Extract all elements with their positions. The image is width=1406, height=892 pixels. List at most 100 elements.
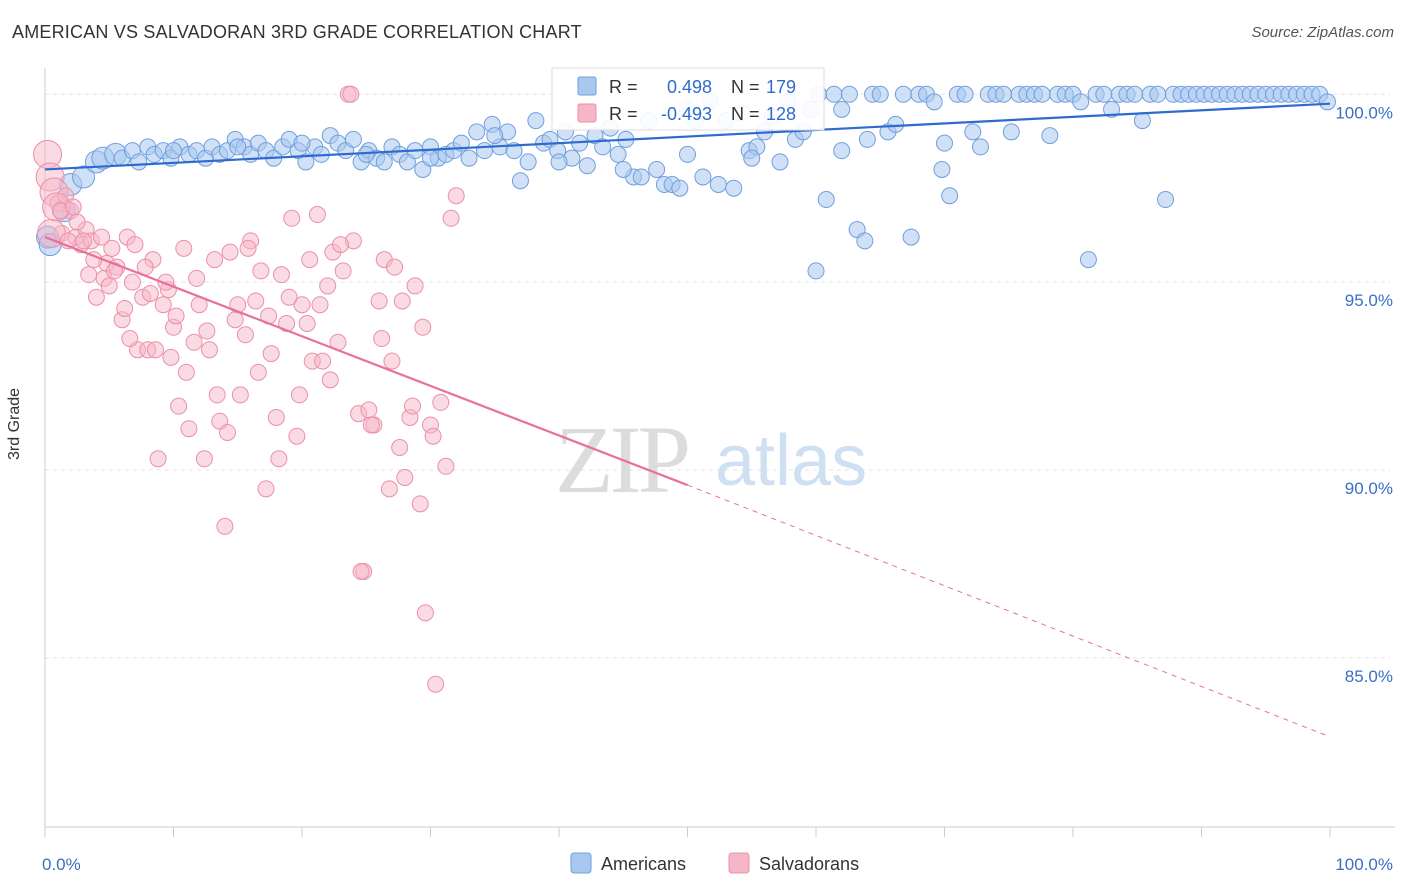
americans-point bbox=[1041, 127, 1059, 145]
salvadorans-point bbox=[249, 363, 267, 381]
americans-point bbox=[609, 145, 627, 163]
salvadorans-point bbox=[321, 371, 339, 389]
americans-point bbox=[825, 85, 843, 103]
salvadorans-point bbox=[301, 251, 319, 269]
americans-point bbox=[550, 153, 568, 171]
legend: Americans Salvadorans bbox=[570, 852, 859, 874]
salvadorans-point bbox=[103, 239, 121, 257]
stats-r-label-americans: R = bbox=[609, 77, 638, 97]
americans-point bbox=[936, 134, 953, 152]
salvadorans-point bbox=[370, 292, 388, 310]
salvadorans-point bbox=[188, 269, 206, 287]
salvadorans-point bbox=[427, 675, 445, 693]
y-tick-label: 100.0% bbox=[1335, 103, 1393, 122]
y-tick-label: 90.0% bbox=[1345, 479, 1393, 498]
salvadorans-point bbox=[121, 330, 139, 348]
americans-point bbox=[709, 175, 727, 193]
americans-trend-line bbox=[44, 102, 1331, 171]
americans-point bbox=[1095, 85, 1113, 103]
americans-point bbox=[1126, 85, 1144, 103]
salvadorans-point bbox=[247, 292, 265, 310]
salvadorans-trend-line bbox=[44, 236, 688, 487]
salvadorans-point bbox=[283, 209, 301, 227]
salvadorans-point bbox=[391, 439, 409, 456]
salvadorans-point bbox=[424, 427, 442, 445]
americans-point bbox=[614, 160, 632, 178]
salvadorans-point bbox=[267, 408, 285, 426]
americans-point bbox=[1157, 191, 1175, 209]
salvadorans-point bbox=[147, 341, 165, 359]
salvadorans-point bbox=[162, 348, 180, 366]
salvadorans-point bbox=[80, 266, 98, 284]
stats-n-value-americans: 179 bbox=[766, 77, 796, 97]
source-label: Source: ZipAtlas.com bbox=[1251, 24, 1394, 41]
stats-swatch-americans bbox=[577, 76, 597, 96]
americans-point bbox=[72, 165, 96, 189]
americans-point bbox=[297, 153, 315, 171]
salvadorans-point bbox=[386, 258, 404, 276]
legend-swatch-americans bbox=[570, 852, 592, 874]
x-tick-label: 100.0% bbox=[1335, 855, 1393, 874]
stats-r-value-americans: 0.498 bbox=[667, 77, 712, 97]
salvadorans-point bbox=[175, 239, 193, 257]
salvadorans-point bbox=[308, 206, 326, 224]
americans-point bbox=[679, 145, 696, 163]
americans-point bbox=[743, 149, 761, 167]
stats-n-value-salvadorans: 128 bbox=[766, 104, 796, 124]
salvadorans-point bbox=[87, 288, 105, 306]
salvadorans-point bbox=[236, 326, 254, 344]
americans-point bbox=[902, 228, 920, 246]
salvadorans-point bbox=[290, 386, 308, 404]
americans-point bbox=[519, 153, 537, 171]
americans-point bbox=[344, 130, 362, 148]
chart-title: AMERICAN VS SALVADORAN 3RD GRADE CORRELA… bbox=[12, 22, 582, 42]
americans-point bbox=[671, 179, 689, 197]
salvadorans-point bbox=[288, 427, 306, 445]
salvadorans-point bbox=[226, 311, 244, 329]
salvadorans-point bbox=[195, 450, 213, 468]
salvadorans-point bbox=[100, 277, 118, 295]
americans-point bbox=[357, 145, 375, 163]
americans-point bbox=[887, 115, 905, 133]
salvadorans-point bbox=[68, 213, 86, 231]
salvadorans-point bbox=[342, 85, 360, 103]
americans-point bbox=[871, 85, 889, 103]
salvadorans-point bbox=[416, 604, 434, 622]
salvadorans-point bbox=[198, 322, 216, 340]
americans-point bbox=[1133, 112, 1151, 130]
americans-point bbox=[468, 123, 486, 141]
salvadorans-point bbox=[442, 209, 460, 227]
trend-lines bbox=[44, 102, 1331, 738]
americans-point bbox=[1149, 85, 1167, 103]
salvadorans-point bbox=[123, 273, 141, 291]
americans-point bbox=[375, 153, 393, 171]
salvadorans-point bbox=[180, 420, 198, 438]
americans-point bbox=[840, 85, 858, 103]
americans-point bbox=[964, 123, 982, 141]
americans-point bbox=[995, 85, 1013, 103]
salvadorans-point bbox=[437, 457, 455, 475]
salvadorans-point bbox=[252, 262, 270, 280]
americans-point bbox=[460, 149, 478, 167]
salvadorans-point bbox=[352, 562, 370, 580]
americans-point bbox=[293, 134, 311, 152]
salvadorans-point bbox=[141, 284, 159, 302]
salvadorans-point bbox=[319, 277, 337, 295]
salvadorans-point bbox=[221, 243, 239, 261]
americans-point bbox=[1002, 123, 1020, 141]
stats-n-label-americans: N = bbox=[731, 77, 760, 97]
americans-point bbox=[594, 138, 612, 156]
salvadorans-point bbox=[411, 495, 429, 513]
americans-point bbox=[956, 85, 974, 103]
salvadorans-point bbox=[262, 345, 280, 363]
americans-point bbox=[1318, 93, 1336, 111]
salvadorans-point bbox=[380, 480, 398, 498]
salvadorans-point bbox=[208, 386, 226, 404]
americans-point bbox=[817, 191, 835, 209]
legend-swatch-salvadorans bbox=[728, 852, 750, 874]
salvadorans-point bbox=[216, 517, 234, 535]
americans-point bbox=[725, 179, 743, 197]
americans-point bbox=[771, 153, 789, 171]
americans-point bbox=[833, 100, 851, 118]
